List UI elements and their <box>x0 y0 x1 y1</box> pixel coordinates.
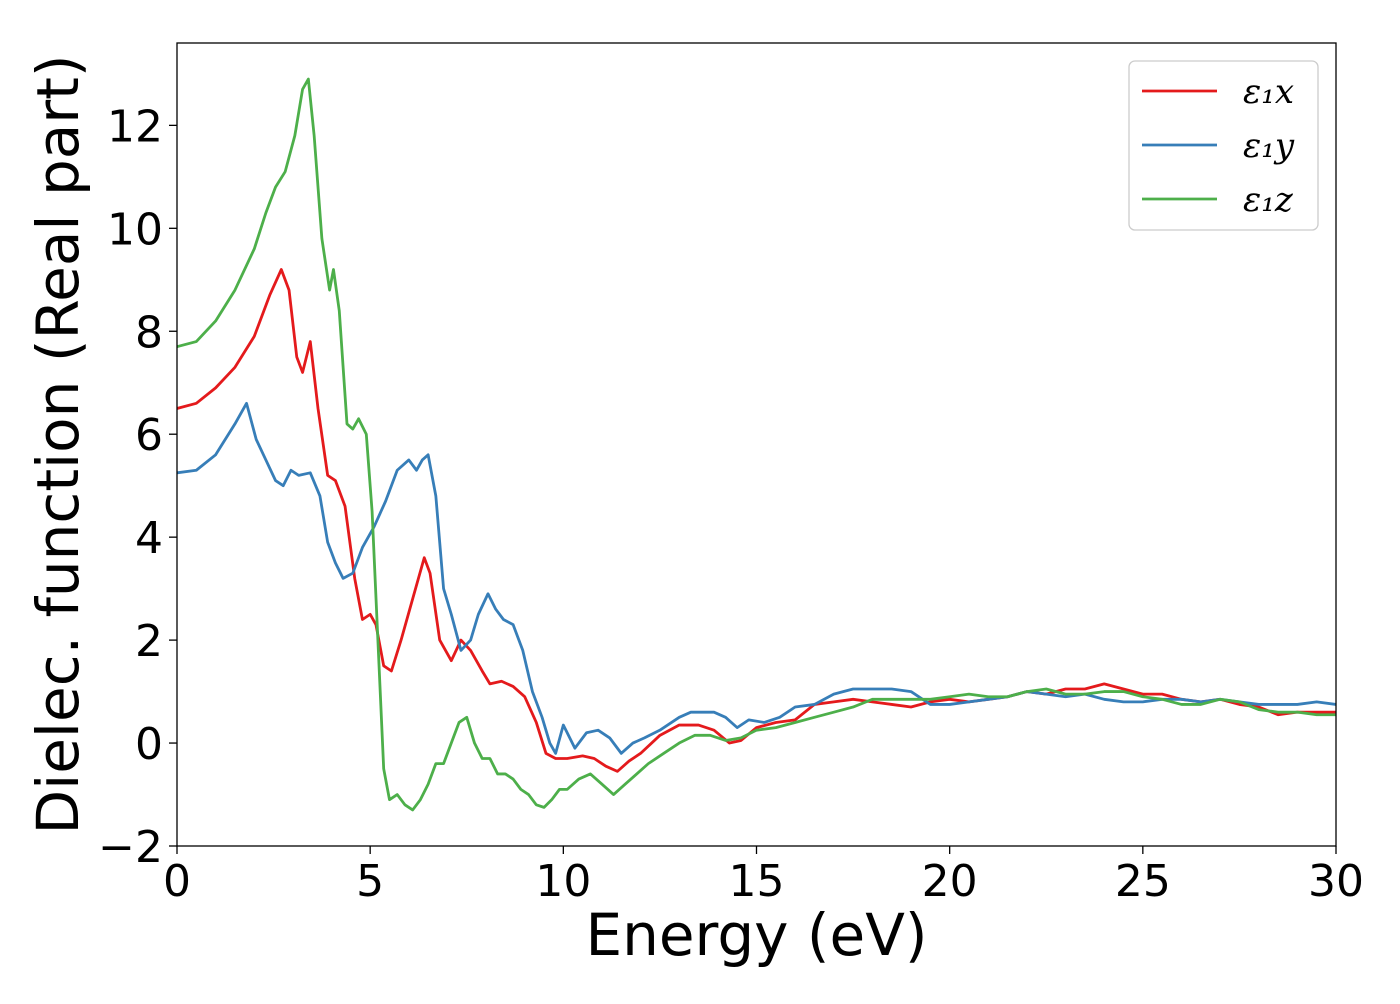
x-tick-label: 10 <box>535 856 591 907</box>
series-layer <box>177 77 1336 812</box>
series-line-1 <box>177 401 1336 755</box>
y-tick-label: 0 <box>135 719 163 770</box>
y-tick-label: −2 <box>98 822 163 873</box>
y-axis: −2 0 2 4 6 8 10 12 <box>98 101 177 873</box>
y-tick-label: 4 <box>135 513 163 564</box>
y-tick-label: 6 <box>135 410 163 461</box>
series-line-0 <box>177 268 1336 773</box>
y-tick-label: 8 <box>135 307 163 358</box>
x-tick-label: 25 <box>1115 856 1171 907</box>
x-tick-label: 0 <box>163 856 191 907</box>
x-tick-label: 20 <box>922 856 978 907</box>
x-axis: 0 5 10 15 20 25 30 <box>163 846 1364 907</box>
legend-label: ε₁x <box>1243 72 1294 112</box>
legend-label: ε₁y <box>1243 126 1295 166</box>
legend: ε₁x ε₁y ε₁z <box>1128 60 1319 231</box>
y-tick-label: 2 <box>135 616 163 667</box>
series-line-2 <box>177 77 1336 812</box>
legend-box <box>1128 60 1319 231</box>
legend-label: ε₁z <box>1243 180 1294 220</box>
y-axis-title: Dielec. function (Real part) <box>24 54 92 834</box>
x-tick-label: 15 <box>729 856 785 907</box>
y-tick-label: 12 <box>107 101 163 152</box>
x-tick-label: 30 <box>1308 856 1364 907</box>
x-tick-label: 5 <box>356 856 384 907</box>
y-tick-label: 10 <box>107 204 163 255</box>
x-axis-title: Energy (eV) <box>585 901 927 969</box>
